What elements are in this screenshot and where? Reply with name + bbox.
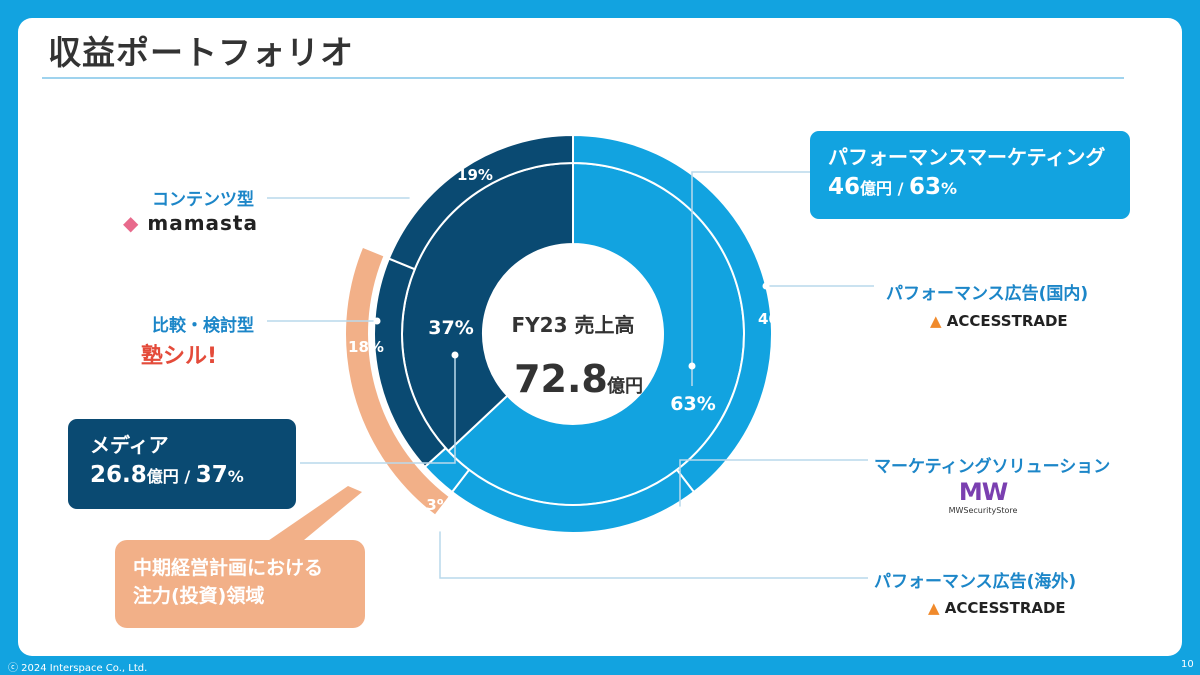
media-sep: / bbox=[178, 467, 196, 486]
mamasta-m-icon: ◆ bbox=[123, 211, 140, 235]
accesstrade-text-domestic: ACCESSTRADE bbox=[946, 312, 1068, 330]
focus-arc bbox=[346, 247, 449, 515]
leader-marketing-solution bbox=[679, 459, 868, 510]
performance-marketing-amount: 46 bbox=[828, 174, 861, 200]
leader-dot bbox=[688, 362, 696, 370]
leader-dot bbox=[436, 524, 444, 532]
performance-marketing-unit: 億円 bbox=[860, 179, 893, 198]
leader-dot bbox=[676, 506, 684, 514]
jukushiru-logo-text: 塾シル! bbox=[141, 344, 218, 369]
focus-area-box: 中期経営計画における 注力(投資)領域 bbox=[115, 540, 365, 628]
page-number: 10 bbox=[1181, 659, 1194, 670]
focus-area-line1: 中期経営計画における bbox=[133, 557, 324, 579]
performance-marketing-title: パフォーマンスマーケティング bbox=[828, 145, 1106, 169]
center-title: FY23 売上高 bbox=[512, 313, 635, 337]
outer-label-0: 40% bbox=[758, 310, 794, 328]
center-unit: 億円 bbox=[607, 375, 643, 397]
mw-logo-mark: MW bbox=[958, 478, 1008, 506]
leader-dot bbox=[451, 351, 459, 359]
focus-area-line2: 注力(投資)領域 bbox=[133, 585, 265, 607]
performance-marketing-pct: 63 bbox=[909, 174, 942, 200]
media-unit: 億円 bbox=[146, 467, 179, 486]
accesstrade-logo-domestic: ▲ ACCESSTRADE bbox=[930, 312, 1068, 330]
performance-marketing-sep: / bbox=[892, 179, 910, 198]
outer-label-1: 21% bbox=[642, 529, 678, 547]
inner-label-media: 37% bbox=[428, 317, 473, 339]
leader-perf-overseas bbox=[439, 528, 868, 579]
focus-callout-pointer bbox=[262, 486, 362, 545]
media-title: メディア bbox=[90, 433, 169, 457]
page-title: 収益ポートフォリオ bbox=[48, 33, 354, 72]
mwsecuritystore-logo: MW MWSecurityStore bbox=[938, 478, 1028, 515]
leader-dot bbox=[762, 282, 770, 290]
mamasta-logo-text: mamasta bbox=[147, 211, 258, 235]
outer-slice-4 bbox=[387, 133, 574, 271]
accesstrade-logo-overseas: ▲ ACCESSTRADE bbox=[928, 599, 1066, 617]
copyright-footer: ⓒ 2024 Interspace Co., Ltd. bbox=[8, 663, 148, 674]
accesstrade-icon: ▲ bbox=[928, 599, 940, 617]
media-pct: 37 bbox=[195, 462, 228, 488]
accesstrade-text-overseas: ACCESSTRADE bbox=[944, 599, 1066, 617]
inner-label-performance: 63% bbox=[670, 393, 715, 415]
perf-domestic-label: パフォーマンス広告(国内) bbox=[886, 284, 1089, 304]
performance-marketing-pct-unit: % bbox=[941, 179, 958, 198]
leader-media bbox=[300, 355, 456, 464]
mwsecuritystore-text: MWSecurityStore bbox=[948, 506, 1018, 515]
performance-marketing-box: パフォーマンスマーケティング 46億円 / 63% bbox=[810, 131, 1130, 219]
center-value: 72.8 bbox=[514, 357, 608, 401]
mamasta-logo: ◆ mamasta bbox=[123, 211, 258, 235]
compare-type-label: 比較・検討型 bbox=[152, 316, 254, 336]
donut-center-hole bbox=[484, 245, 662, 423]
media-amount: 26.8 bbox=[90, 462, 147, 488]
leader-dot bbox=[373, 317, 381, 325]
outer-label-3: 18% bbox=[348, 338, 384, 356]
leader-performance bbox=[691, 171, 810, 386]
accesstrade-icon: ▲ bbox=[930, 312, 942, 330]
outer-label-4: 19% bbox=[457, 166, 493, 184]
contents-type-label: コンテンツ型 bbox=[152, 190, 254, 210]
perf-overseas-label: パフォーマンス広告(海外) bbox=[874, 572, 1077, 592]
title-divider bbox=[42, 77, 1124, 79]
marketing-solution-label: マーケティングソリューション bbox=[874, 457, 1111, 477]
media-box: メディア 26.8億円 / 37% bbox=[68, 419, 296, 509]
jukushiru-logo: 塾シル! bbox=[141, 338, 217, 370]
outer-label-2: 3% bbox=[426, 496, 451, 514]
media-pct-unit: % bbox=[227, 467, 244, 486]
leader-dot bbox=[409, 194, 417, 202]
